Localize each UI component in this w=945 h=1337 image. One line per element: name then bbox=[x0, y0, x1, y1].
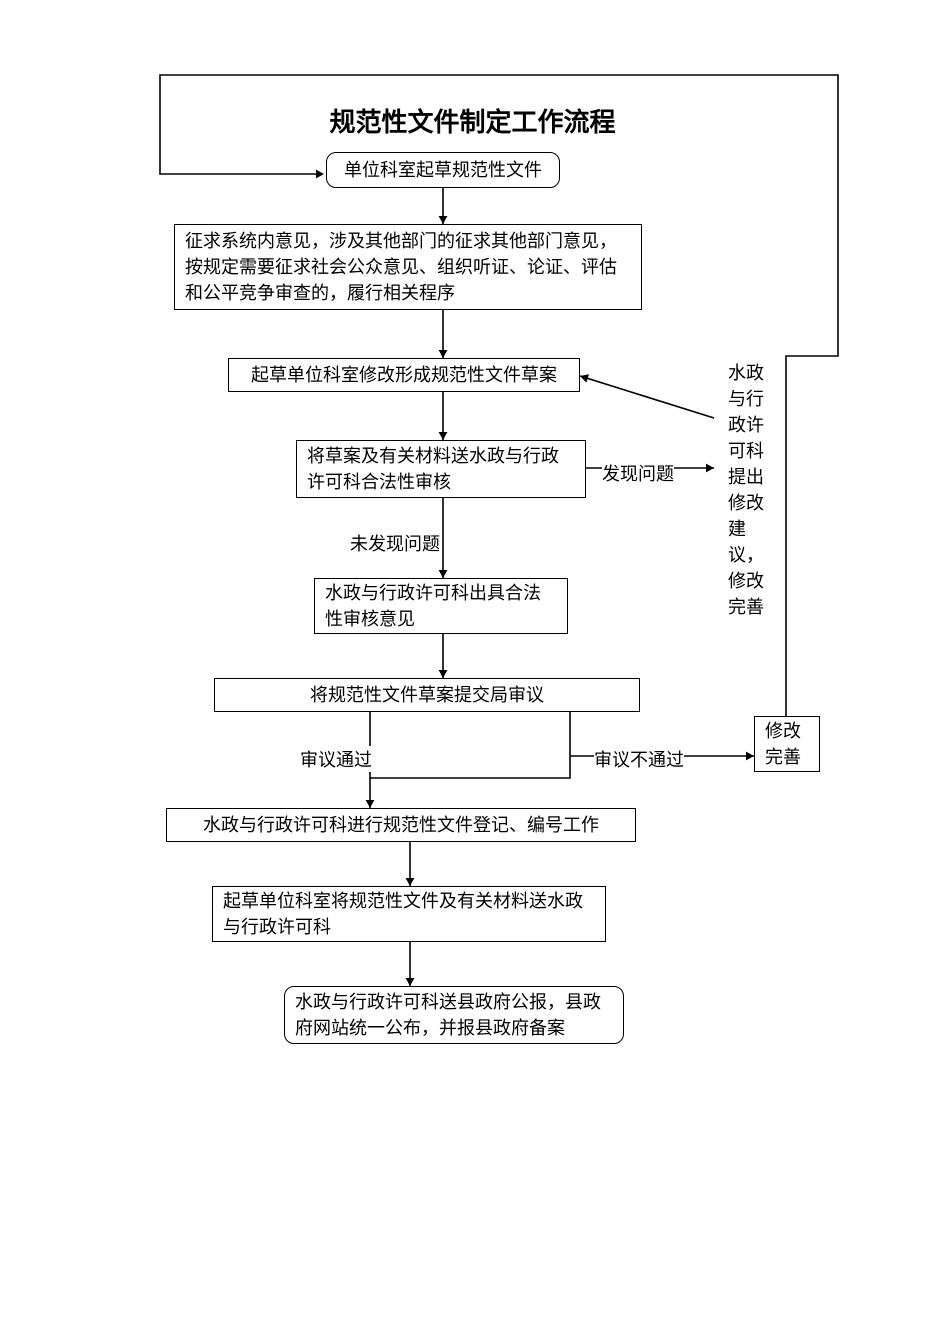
node-publish: 水政与行政许可科送县政府公报，县政府网站统一公布，并报县政府备案 bbox=[284, 986, 624, 1044]
node-draft: 单位科室起草规范性文件 bbox=[326, 152, 560, 188]
node-revise-draft: 起草单位科室修改形成规范性文件草案 bbox=[228, 358, 580, 392]
node-issue-opinion: 水政与行政许可科出具合法性审核意见 bbox=[314, 578, 568, 634]
label-found-issue: 发现问题 bbox=[602, 460, 674, 486]
edges-layer bbox=[0, 0, 945, 1337]
node-revise-complete: 修改完善 bbox=[754, 716, 820, 772]
node-register: 水政与行政许可科进行规范性文件登记、编号工作 bbox=[166, 808, 636, 842]
label-no-issue: 未发现问题 bbox=[350, 530, 440, 556]
node-legal-review: 将草案及有关材料送水政与行政许可科合法性审核 bbox=[296, 440, 586, 498]
label-not-approved: 审议不通过 bbox=[594, 746, 684, 772]
flowchart-page: 规范性文件制定工作流程 单位科室起草规范性文件 征求系统内意见，涉及其他部门的征… bbox=[0, 0, 945, 1337]
label-approved: 审议通过 bbox=[300, 746, 372, 772]
node-submit-review: 将规范性文件草案提交局审议 bbox=[214, 678, 640, 712]
node-solicit: 征求系统内意见，涉及其他部门的征求其他部门意见，按规定需要征求社会公众意见、组织… bbox=[174, 224, 642, 310]
node-send-materials: 起草单位科室将规范性文件及有关材料送水政与行政许可科 bbox=[212, 886, 606, 942]
page-title: 规范性文件制定工作流程 bbox=[0, 102, 945, 139]
node-suggest-revise: 水政与行政许可科提出修改建议，修改完善 bbox=[718, 400, 778, 580]
